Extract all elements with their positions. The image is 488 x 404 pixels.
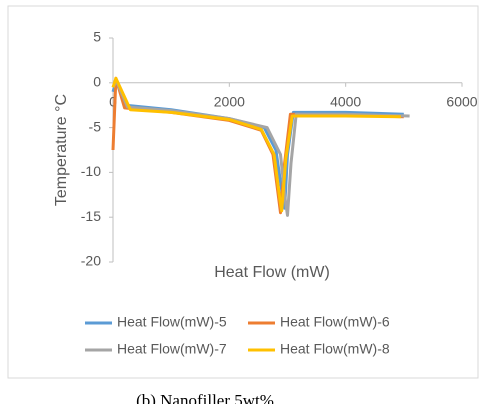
series-line — [111, 79, 410, 217]
legend-label: Heat Flow(mW)-8 — [280, 341, 390, 357]
y-tick-label: -15 — [81, 208, 101, 224]
series-line — [111, 76, 401, 213]
legend-label: Heat Flow(mW)-7 — [117, 341, 227, 357]
y-tick-label: -10 — [81, 163, 101, 179]
legend-label: Heat Flow(mW)-6 — [280, 314, 390, 330]
x-axis-title: Heat Flow (mW) — [214, 264, 330, 281]
caption: (b) Nanofiller 5wt% — [136, 391, 274, 404]
y-axis-title: Temperature °C — [53, 94, 70, 206]
y-tick-label: 5 — [93, 29, 101, 45]
y-tick-label: -20 — [81, 253, 101, 269]
x-tick-label: 2000 — [214, 94, 245, 110]
x-tick-label: 4000 — [330, 94, 361, 110]
legend-label: Heat Flow(mW)-5 — [117, 314, 227, 330]
y-tick-label: 0 — [93, 74, 101, 90]
x-tick-label: 6000 — [446, 94, 477, 110]
chart-border — [7, 5, 479, 379]
y-tick-label: -5 — [89, 118, 102, 134]
x-tick-label: 0 — [109, 94, 117, 110]
